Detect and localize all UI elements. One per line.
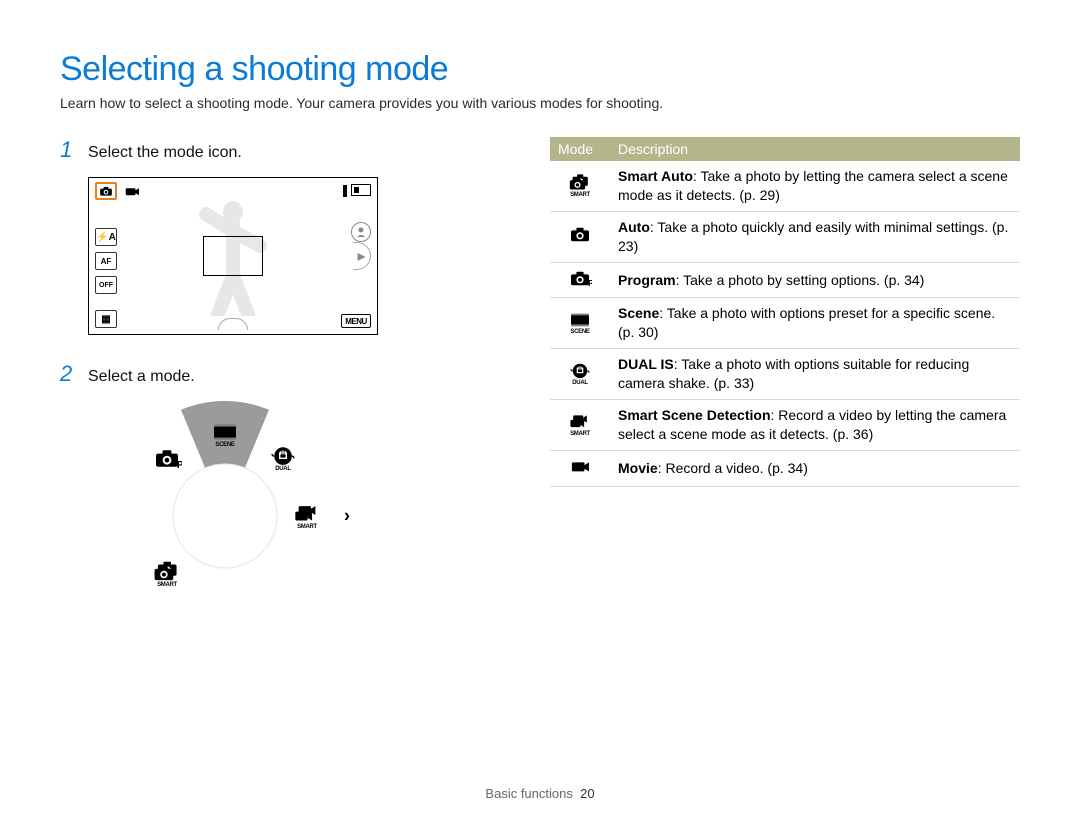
footer-page-num: 20 — [580, 786, 594, 801]
table-row: SCENE Scene: Take a photo with options pr… — [550, 298, 1020, 349]
bottom-tab — [218, 318, 248, 330]
battery-icon — [351, 184, 371, 196]
th-desc: Description — [610, 137, 1020, 161]
table-row: Program: Take a photo by setting options… — [550, 262, 1020, 298]
mode-desc-cell: Smart Auto: Take a photo by letting the … — [610, 161, 1020, 211]
status-bar-icon — [343, 185, 347, 197]
dual-is-icon: DUAL — [266, 444, 300, 472]
mode-desc-cell: DUAL IS: Take a photo with options suita… — [610, 349, 1020, 400]
smart-auto-icon: SMART — [150, 560, 184, 588]
step-1-text: Select the mode icon. — [88, 144, 242, 162]
mode-icon-cell: SCENE — [550, 298, 610, 349]
step-2-text: Select a mode. — [88, 368, 195, 386]
mode-icon-selected — [95, 182, 117, 200]
table-row: SMART Smart Scene Detection: Record a vid… — [550, 400, 1020, 451]
program-icon — [568, 269, 592, 287]
movie-mode-icon — [123, 184, 141, 198]
timer-off-icon: OFF — [95, 276, 117, 294]
left-column: 1 Select the mode icon. ⚡A AF OFF ▦ ▸ ME… — [60, 137, 490, 631]
focus-frame — [203, 236, 263, 276]
smart-auto-icon: SMART — [568, 173, 592, 199]
step-2: 2 Select a mode. — [60, 361, 490, 387]
af-icon: AF — [95, 252, 117, 270]
auto-icon — [568, 225, 592, 243]
mode-icon-cell: DUAL — [550, 349, 610, 400]
th-mode: Mode — [550, 137, 610, 161]
page-footer: Basic functions 20 — [0, 786, 1080, 801]
footer-section: Basic functions — [485, 786, 572, 801]
step-1-num: 1 — [60, 137, 78, 163]
modes-table: Mode Description SMART Smart Auto: Take a… — [550, 137, 1020, 487]
mode-desc-cell: Scene: Take a photo with options preset … — [610, 298, 1020, 349]
mode-desc-cell: Program: Take a photo by setting options… — [610, 262, 1020, 298]
content-columns: 1 Select the mode icon. ⚡A AF OFF ▦ ▸ ME… — [60, 137, 1020, 631]
table-row: DUAL DUAL IS: Take a photo with options s… — [550, 349, 1020, 400]
mode-desc-cell: Smart Scene Detection: Record a video by… — [610, 400, 1020, 451]
page-title: Selecting a shooting mode — [60, 50, 1020, 89]
mode-dial-illustration: SCENEDUALSMARTSMART › — [110, 401, 340, 631]
page-subtitle: Learn how to select a shooting mode. You… — [60, 95, 1020, 111]
smart-scene-icon: SMART — [568, 412, 592, 438]
dual-is-icon: DUAL — [568, 361, 592, 387]
scene-icon: SCENE — [208, 420, 242, 448]
auto-icon — [126, 502, 160, 530]
dial-chevron-right-icon: › — [344, 506, 350, 527]
scene-icon: SCENE — [568, 310, 592, 336]
camera-screen-illustration: ⚡A AF OFF ▦ ▸ MENU — [88, 177, 378, 335]
mode-desc-cell: Movie: Record a video. (p. 34) — [610, 450, 1020, 486]
table-row: SMART Smart Auto: Take a photo by letting… — [550, 161, 1020, 211]
table-row: Auto: Take a photo quickly and easily wi… — [550, 211, 1020, 262]
face-detect-icon — [351, 222, 371, 242]
step-1: 1 Select the mode icon. — [60, 137, 490, 163]
smart-movie-icon: SMART — [290, 502, 324, 530]
mode-icon-cell: SMART — [550, 161, 610, 211]
right-arrow-tab: ▸ — [353, 242, 371, 270]
table-row: Movie: Record a video. (p. 34) — [550, 450, 1020, 486]
movie-icon — [568, 457, 592, 475]
display-icon: ▦ — [95, 310, 117, 328]
step-2-num: 2 — [60, 361, 78, 387]
flash-icon: ⚡A — [95, 228, 117, 246]
mode-icon-cell — [550, 211, 610, 262]
program-icon — [150, 444, 184, 472]
mode-desc-cell: Auto: Take a photo quickly and easily wi… — [610, 211, 1020, 262]
right-column: Mode Description SMART Smart Auto: Take a… — [550, 137, 1020, 631]
mode-icon-cell — [550, 262, 610, 298]
mode-icon-cell — [550, 450, 610, 486]
menu-button-icon: MENU — [341, 314, 371, 328]
mode-icon-cell: SMART — [550, 400, 610, 451]
